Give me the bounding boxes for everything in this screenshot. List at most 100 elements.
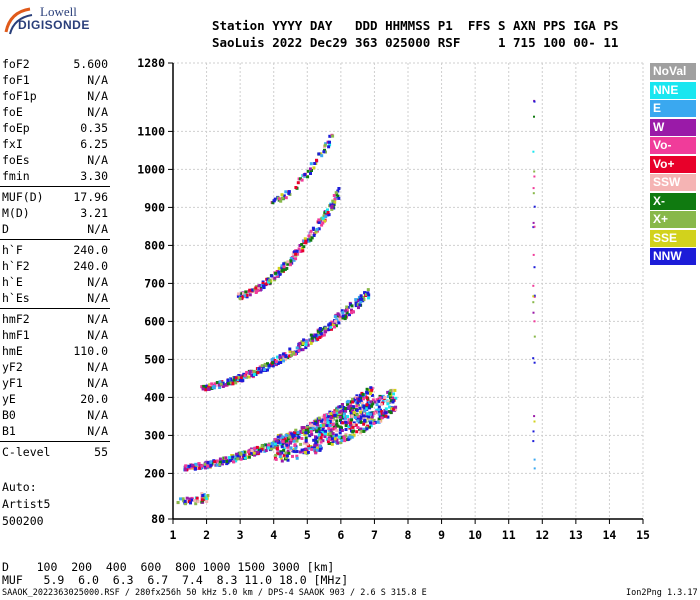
echo-point	[357, 306, 360, 310]
echo-point	[386, 402, 390, 406]
echo-point	[326, 432, 330, 436]
echo-point	[297, 435, 301, 439]
echo-point	[394, 405, 398, 409]
echo-point	[365, 412, 369, 416]
echo-point	[270, 274, 274, 278]
echo-point	[304, 340, 308, 344]
echo-point	[350, 304, 354, 308]
param-row: hmF1 N/A	[0, 327, 110, 343]
echo-point	[323, 416, 327, 420]
echo-point	[286, 260, 290, 264]
echo-point	[315, 426, 319, 430]
echo-point	[262, 284, 265, 288]
echo-point	[320, 433, 324, 437]
param-label: C-level	[2, 445, 51, 459]
echo-point	[318, 336, 322, 339]
echo-point	[365, 427, 369, 431]
echo-point	[388, 392, 392, 396]
echo-point	[321, 415, 325, 419]
echo-point	[293, 431, 297, 435]
echo-point	[344, 434, 348, 438]
echo-point	[328, 424, 332, 427]
echo-point	[326, 421, 330, 425]
echo-point	[363, 418, 367, 422]
echo-point	[263, 364, 267, 368]
echo-point	[357, 399, 361, 403]
echo-point	[317, 218, 321, 222]
echo-point	[307, 430, 311, 434]
echo-point	[306, 442, 310, 446]
logo-text-bottom: DIGISONDE	[18, 18, 90, 32]
echo-point	[328, 134, 332, 138]
echo-point	[190, 498, 194, 502]
echo-point	[361, 392, 365, 396]
echo-point	[363, 291, 367, 295]
echo-point	[324, 429, 327, 433]
param-label: fxI	[2, 137, 23, 151]
echo-point	[302, 239, 306, 243]
echo-point	[533, 335, 536, 338]
echo-point	[327, 427, 331, 430]
echo-point	[282, 453, 286, 457]
echo-point	[266, 362, 269, 366]
echo-point	[228, 456, 231, 460]
echo-point	[344, 424, 348, 428]
echo-point	[354, 298, 358, 302]
echo-point	[296, 431, 300, 434]
echo-point	[342, 406, 346, 409]
echo-point	[280, 443, 284, 447]
param-label: MUF(D)	[2, 190, 44, 204]
echo-point	[317, 334, 321, 338]
echo-point	[304, 447, 308, 451]
echo-point	[349, 409, 352, 413]
echo-point	[270, 441, 274, 445]
echo-point	[378, 420, 382, 424]
echo-point	[284, 439, 288, 443]
echo-point	[271, 364, 275, 368]
echo-point	[213, 382, 217, 386]
echo-point	[319, 440, 323, 444]
echo-point	[329, 428, 333, 432]
echo-point	[532, 295, 535, 298]
echo-point	[322, 214, 326, 218]
echo-point	[280, 445, 284, 449]
echo-point	[331, 199, 335, 203]
echo-point	[386, 394, 390, 398]
x-tick-label: 6	[337, 528, 344, 542]
echo-point	[344, 407, 348, 410]
echo-point	[335, 429, 339, 433]
echo-point	[273, 197, 277, 201]
echo-point	[384, 407, 388, 411]
echo-point	[329, 412, 333, 416]
echo-point	[371, 398, 375, 402]
echo-point	[384, 411, 388, 415]
echo-point	[257, 284, 261, 288]
param-row: h`F 240.0	[0, 242, 110, 258]
echo-point	[282, 265, 286, 269]
echo-point	[328, 420, 332, 423]
echo-point	[280, 264, 284, 268]
echo-point	[335, 409, 339, 413]
echo-point	[333, 414, 337, 417]
echo-point	[182, 499, 186, 503]
echo-point	[333, 325, 336, 329]
echo-point	[265, 282, 269, 286]
param-value: 3.30	[80, 169, 108, 183]
echo-point	[533, 294, 536, 297]
echo-point	[349, 407, 353, 411]
echo-point	[280, 451, 284, 455]
param-row: h`E N/A	[0, 274, 110, 290]
parameter-table: foF2 5.600 foF1 N/A foF1p N/A foE N/A foEp 0.35 fx…	[0, 56, 110, 460]
echo-point	[308, 434, 312, 438]
echo-point	[280, 459, 284, 463]
echo-point	[533, 295, 536, 298]
echo-point	[298, 341, 302, 345]
echo-point	[281, 356, 285, 360]
echo-point	[292, 449, 296, 453]
echo-point	[194, 463, 198, 467]
echo-point	[322, 423, 325, 427]
echo-point	[334, 433, 338, 437]
echo-point	[280, 269, 284, 273]
echo-point	[533, 467, 536, 470]
